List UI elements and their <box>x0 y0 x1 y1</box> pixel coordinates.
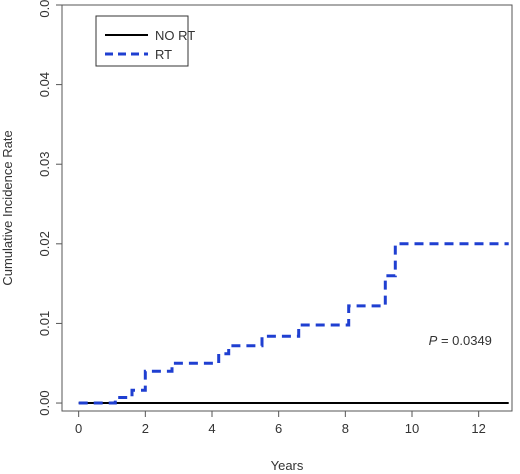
x-tick-label: 2 <box>142 421 149 436</box>
x-tick-label: 0 <box>75 421 82 436</box>
x-tick-label: 12 <box>471 421 485 436</box>
x-axis: 0 2 4 6 8 10 12 <box>75 410 486 436</box>
y-tick-label: 0.00 <box>37 390 52 415</box>
legend-box <box>95 15 189 67</box>
y-tick-label: 0.01 <box>37 311 52 336</box>
x-tick-label: 4 <box>208 421 215 436</box>
y-axis: 0.00 0.01 0.02 0.03 0.04 0.05 <box>37 0 63 416</box>
y-tick-label: 0.05 <box>37 0 52 18</box>
y-axis-title: Cumulative Incidence Rate <box>0 130 15 285</box>
series-rt-line <box>78 242 509 405</box>
p-value-symbol: P <box>429 333 438 348</box>
y-tick-label: 0.04 <box>37 72 52 97</box>
y-tick-label: 0.02 <box>37 231 52 256</box>
legend-label-no-rt: NO RT <box>155 28 195 43</box>
x-tick-label: 8 <box>342 421 349 436</box>
y-tick-label: 0.03 <box>37 152 52 177</box>
x-tick-label: 6 <box>275 421 282 436</box>
x-axis-title: Years <box>271 458 304 473</box>
p-value-text: = 0.0349 <box>437 333 492 348</box>
series-layer <box>78 242 509 405</box>
legend: NO RT RT <box>95 15 195 67</box>
legend-label-rt: RT <box>155 47 172 62</box>
x-tick-label: 10 <box>405 421 419 436</box>
p-value-annotation: P = 0.0349 <box>429 333 492 348</box>
